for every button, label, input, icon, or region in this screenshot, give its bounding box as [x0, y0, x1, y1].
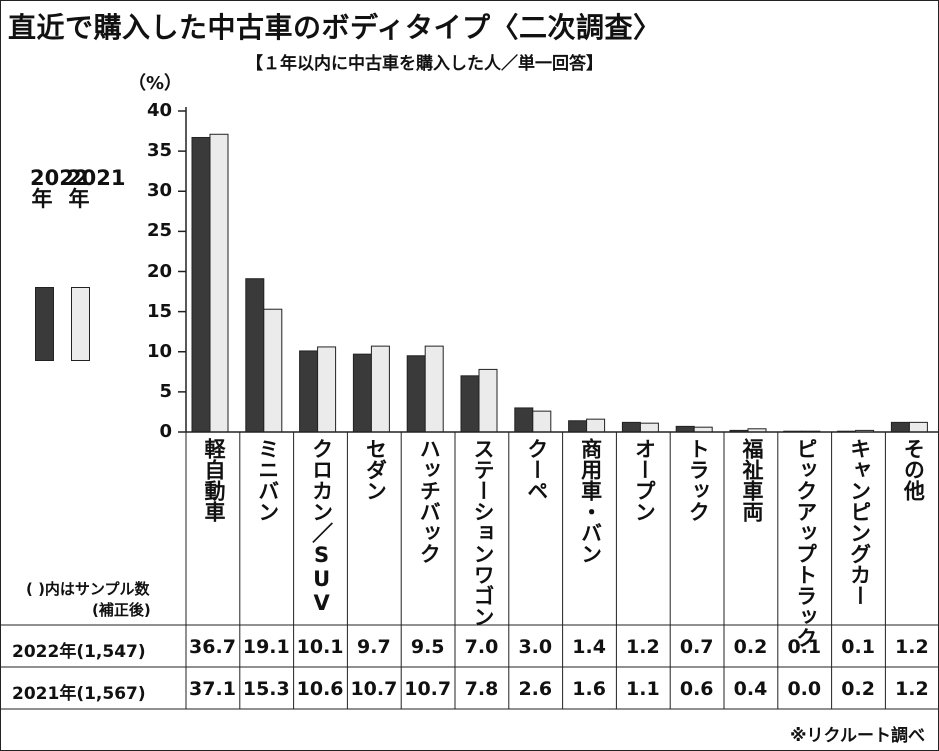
- sample-note-correction: (補正後): [92, 601, 151, 619]
- bar-2022: [675, 425, 695, 433]
- table-cell-2022: 19.1: [242, 636, 290, 658]
- y-axis-unit: （%）: [128, 73, 183, 94]
- bar-2021: [263, 308, 283, 433]
- y-tick-label: 40: [146, 100, 172, 121]
- category-label: トラック: [686, 438, 711, 522]
- y-tick-label: 35: [146, 140, 172, 162]
- y-tick-label: 15: [146, 300, 172, 322]
- category-label: クーペ: [524, 438, 549, 501]
- bar-2021: [639, 422, 659, 433]
- table-row-label-2021: 2021年(1,567): [12, 684, 146, 704]
- bar-2022: [352, 353, 372, 433]
- category-label: 商用車・バン: [578, 438, 603, 564]
- table-cell-2022: 36.7: [189, 636, 236, 658]
- table-cell-2022: 3.0: [518, 636, 553, 658]
- category-label: セダン: [363, 438, 388, 501]
- bar-2022: [890, 421, 910, 433]
- table-cell-2022: 1.2: [626, 636, 660, 658]
- table-cell-2022: 0.1: [841, 636, 875, 658]
- bar-2022: [460, 375, 480, 433]
- bar-2021: [424, 345, 444, 433]
- table-cell-2022: 9.5: [410, 636, 445, 658]
- table-cell-2021: 10.7: [404, 678, 452, 700]
- chart-title: 直近で購入した中古車のボディタイプ〈二次調査〉: [8, 11, 662, 44]
- y-tick-label: 25: [146, 220, 172, 242]
- y-tick-label: 10: [146, 340, 172, 362]
- table-cell-2022: 9.7: [357, 636, 391, 658]
- bar-2022: [406, 355, 426, 433]
- table-cell-2022: 1.2: [895, 636, 929, 658]
- table-cell-2022: 0.7: [679, 636, 714, 658]
- table-cell-2021: 0.4: [733, 678, 768, 700]
- bar-2021: [586, 418, 606, 433]
- table-row-label-2022: 2022年(1,547): [12, 642, 146, 662]
- y-tick-label: 20: [146, 260, 172, 282]
- bar-2022: [299, 350, 319, 433]
- source-note: ※リクルート調べ: [789, 726, 925, 746]
- table-cell-2021: 0.6: [679, 678, 714, 700]
- category-label: クロカン／SUV: [309, 438, 334, 615]
- table-cell-2021: 10.6: [296, 678, 344, 700]
- table-cell-2021: 15.3: [242, 678, 290, 700]
- bar-2021: [370, 345, 390, 433]
- bar-2022: [568, 420, 588, 433]
- table-cell-2022: 0.2: [733, 636, 768, 658]
- table-cell-2021: 1.1: [626, 678, 660, 700]
- table-cell-2021: 1.2: [895, 678, 929, 700]
- bar-2022: [245, 278, 265, 433]
- legend-swatch-2021: [71, 287, 90, 361]
- bar-2022: [621, 421, 641, 433]
- table-cell-2022: 10.1: [296, 636, 344, 658]
- category-label: 軽自動車: [202, 438, 226, 522]
- chart-subtitle: 【１年以内に中古車を購入した人／単一回答】: [246, 54, 603, 74]
- category-label: ミニバン: [255, 438, 280, 522]
- category-label: オープン: [632, 438, 657, 522]
- bar-2021: [908, 421, 928, 433]
- table-cell-2021: 7.8: [464, 678, 499, 700]
- bar-2021: [478, 368, 498, 433]
- category-label: 福祉車両: [740, 438, 764, 522]
- bar-2021: [532, 410, 552, 433]
- table-cell-2021: 10.7: [350, 678, 398, 700]
- category-label: ステーションワゴン: [471, 438, 495, 627]
- table-cell-2021: 1.6: [572, 678, 606, 700]
- table-cell-2021: 2.6: [518, 678, 553, 700]
- bar-2022: [191, 136, 211, 433]
- category-label: ハッチバック: [417, 438, 442, 564]
- y-tick-label: 5: [159, 380, 172, 402]
- category-label: キャンピングカー: [847, 438, 872, 606]
- bar-2021: [317, 346, 337, 433]
- sample-note: ( )内はサンプル数: [26, 580, 150, 598]
- table-cell-2021: 0.2: [841, 678, 875, 700]
- legend-swatch-2022: [35, 287, 54, 361]
- table-cell-2021: 0.0: [787, 678, 822, 700]
- table-cell-2022: 1.4: [572, 636, 606, 658]
- category-label: ピックアップトラック: [793, 438, 818, 648]
- table-cell-2021: 37.1: [189, 678, 236, 700]
- bar-2022: [514, 407, 534, 433]
- bar-2021: [209, 133, 229, 433]
- category-label: その他: [901, 438, 926, 501]
- table-cell-2022: 0.1: [787, 636, 822, 658]
- y-tick-label: 0: [159, 421, 172, 442]
- y-tick-label: 30: [146, 180, 172, 202]
- table-cell-2022: 7.0: [464, 636, 499, 658]
